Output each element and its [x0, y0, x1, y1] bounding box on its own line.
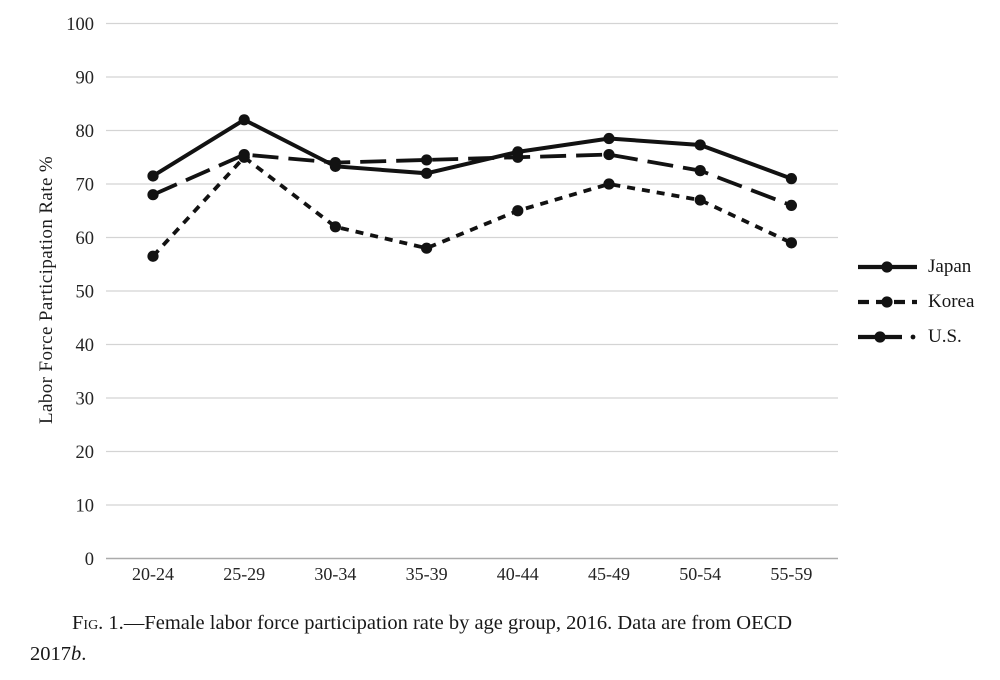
data-point-korea-35-39 — [421, 242, 433, 254]
y-axis-title: Labor Force Participation Rate % — [36, 155, 57, 425]
series-line-korea — [151, 154, 793, 258]
legend-item-us: U.S. — [856, 326, 974, 348]
data-point-japan-55-59 — [785, 173, 798, 185]
data-point-us-50-54 — [694, 165, 706, 177]
legend-line-sample-japan-icon — [858, 261, 917, 273]
data-point-korea-45-49 — [603, 178, 615, 190]
data-point-korea-40-44 — [512, 205, 524, 217]
x-tick-label-20-24: 20-24 — [132, 564, 174, 584]
data-point-korea-20-24 — [147, 250, 159, 262]
data-point-us-55-59 — [785, 199, 798, 211]
y-tick-label-20: 20 — [76, 443, 95, 463]
y-tick-label-0: 0 — [85, 550, 94, 570]
data-point-korea-30-34 — [329, 221, 341, 233]
data-point-korea-50-54 — [694, 194, 706, 206]
data-point-korea-25-29 — [238, 151, 250, 163]
legend-label-korea: Korea — [928, 291, 975, 312]
legend-item-japan: Japan — [856, 256, 974, 278]
legend-item-korea: Korea — [856, 291, 974, 313]
caption-em-dash: — — [123, 612, 145, 634]
y-tick-label-90: 90 — [76, 69, 95, 89]
caption-source-suffix: b — [71, 642, 82, 665]
figure-caption: Fig. 1.—Female labor force participation… — [30, 608, 975, 670]
series-line-us — [152, 152, 793, 208]
y-tick-label-40: 40 — [76, 336, 95, 356]
x-tick-label-50-54: 50-54 — [679, 564, 721, 584]
caption-source-year: 2017 — [30, 642, 71, 665]
caption-line-1: Fig. 1.—Female labor force participation… — [30, 608, 975, 639]
legend-label-us: U.S. — [928, 326, 962, 347]
legend-line-sample-korea-icon — [858, 296, 917, 308]
data-point-us-35-39 — [421, 154, 433, 166]
data-point-korea-55-59 — [785, 237, 798, 249]
x-tick-label-30-34: 30-34 — [314, 564, 356, 584]
data-point-japan-45-49 — [603, 132, 615, 145]
data-point-japan-40-44 — [512, 146, 524, 158]
line-chart-svg: 0 10 20 30 40 50 60 70 80 90 100 20-24 25-29 30-34 35-… — [66, 15, 838, 584]
data-point-japan-50-54 — [694, 139, 706, 151]
caption-text: Female labor force participation rate by… — [144, 612, 793, 634]
x-tick-label-55-59: 55-59 — [770, 564, 812, 584]
x-tick-label-35-39: 35-39 — [406, 564, 448, 584]
legend-marker-japan — [881, 261, 893, 273]
y-tick-label-100: 100 — [66, 15, 94, 35]
data-point-japan-25-29 — [238, 114, 250, 126]
series-line-japan — [151, 117, 793, 181]
legend-label-japan: Japan — [928, 256, 972, 277]
y-tick-label-70: 70 — [76, 176, 95, 196]
y-tick-label-60: 60 — [76, 229, 95, 249]
y-tick-label-50: 50 — [76, 283, 95, 303]
caption-period: . — [81, 642, 87, 665]
x-tick-label-25-29: 25-29 — [223, 564, 265, 584]
y-tick-label-80: 80 — [76, 122, 95, 142]
y-tick-label-10: 10 — [76, 497, 95, 517]
data-point-us-45-49 — [603, 148, 615, 161]
caption-line-2: 2017b. — [30, 639, 975, 670]
legend-marker-us — [874, 331, 886, 343]
figure-number-label: Fig. 1. — [72, 612, 124, 634]
data-point-japan-35-39 — [421, 167, 433, 179]
legend: Japan Korea U.S. — [856, 256, 974, 348]
legend-line-sample-us-icon — [858, 331, 916, 343]
y-tick-label-30: 30 — [76, 390, 95, 410]
data-point-japan-20-24 — [147, 170, 159, 182]
legend-marker-korea — [881, 296, 893, 308]
x-tick-label-40-44: 40-44 — [497, 564, 539, 584]
x-tick-label-45-49: 45-49 — [588, 564, 630, 584]
data-point-us-20-24 — [147, 189, 159, 201]
data-point-japan-30-34 — [329, 160, 341, 172]
legend-dash-dot-us — [910, 334, 916, 340]
